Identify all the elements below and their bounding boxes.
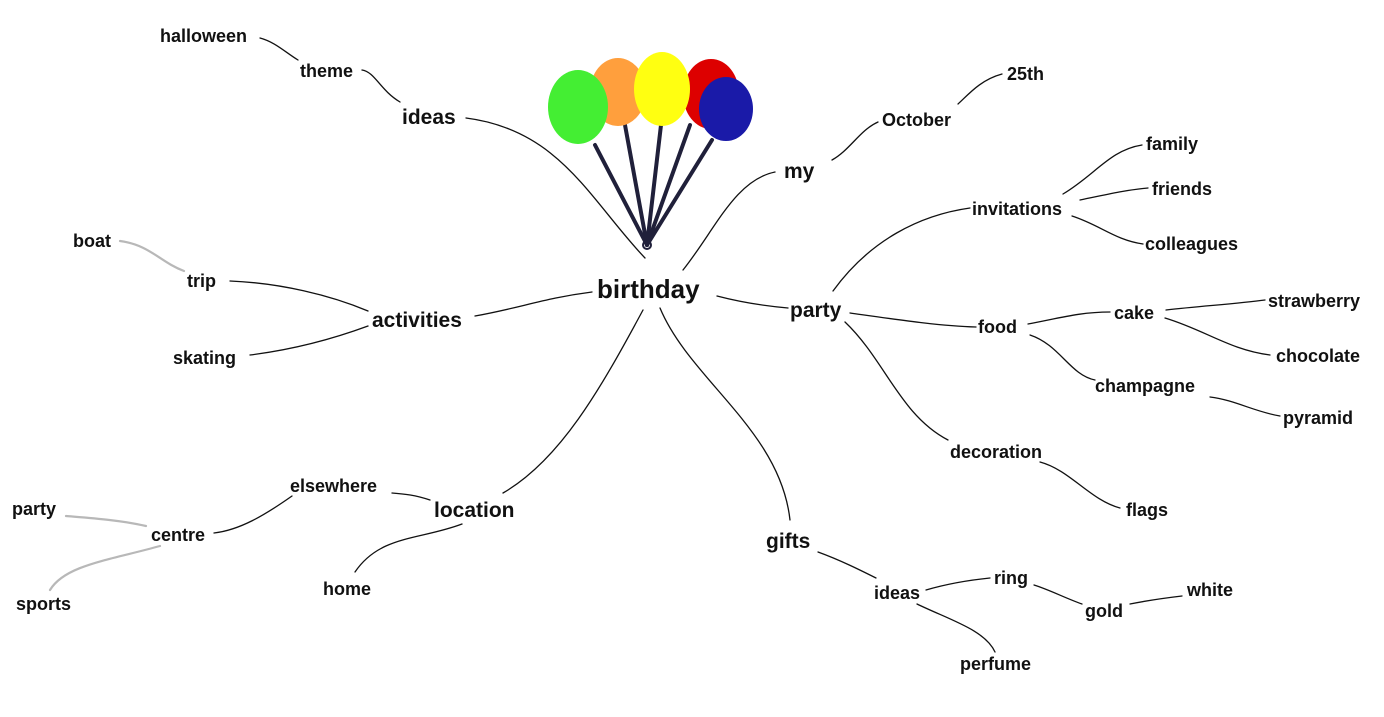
node-strawberry[interactable]: strawberry bbox=[1268, 291, 1360, 311]
edge-ideas-theme bbox=[361, 69, 401, 103]
edge-activities-skating bbox=[249, 325, 369, 356]
edge-ideas-ring bbox=[925, 577, 991, 591]
edge-birthday-location bbox=[502, 309, 644, 494]
edge-decoration-flags bbox=[1039, 461, 1121, 509]
edge-centre-sports bbox=[48, 544, 162, 592]
node-colleagues[interactable]: colleagues bbox=[1145, 234, 1238, 254]
edge-party-food bbox=[849, 312, 977, 328]
edge-october-25th bbox=[957, 73, 1003, 105]
edge-ring-gold bbox=[1033, 584, 1083, 605]
balloon-knot bbox=[642, 240, 652, 250]
balloon-string bbox=[593, 143, 649, 247]
node-gifts[interactable]: gifts bbox=[766, 530, 810, 553]
node-champagne[interactable]: champagne bbox=[1095, 376, 1195, 396]
balloon-string bbox=[645, 123, 663, 247]
node-skating[interactable]: skating bbox=[173, 348, 236, 368]
edge-my-october bbox=[831, 121, 879, 161]
balloon-string bbox=[645, 138, 714, 247]
node-friends[interactable]: friends bbox=[1152, 179, 1212, 199]
balloon-bunch-icon bbox=[548, 52, 753, 250]
blue-balloon bbox=[699, 77, 753, 141]
mind-map-nodes: birthday ideas theme halloween my Octobe… bbox=[12, 26, 1360, 674]
balloon-string bbox=[645, 123, 692, 247]
node-flags[interactable]: flags bbox=[1126, 500, 1168, 520]
node-home[interactable]: home bbox=[323, 579, 371, 599]
edge-invitations-friends bbox=[1079, 187, 1149, 201]
edge-birthday-gifts bbox=[659, 307, 791, 521]
node-decoration[interactable]: decoration bbox=[950, 442, 1042, 462]
node-invitations[interactable]: invitations bbox=[972, 199, 1062, 219]
edge-ideas-perfume bbox=[916, 603, 996, 653]
node-birthday[interactable]: birthday bbox=[597, 274, 700, 304]
edge-cake-strawberry bbox=[1165, 299, 1266, 311]
node-location[interactable]: location bbox=[434, 499, 515, 522]
edge-theme-halloween bbox=[259, 37, 299, 61]
edge-champagne-pyramid bbox=[1209, 396, 1281, 417]
node-ideas-gifts[interactable]: ideas bbox=[874, 583, 920, 603]
edge-food-champagne bbox=[1029, 334, 1096, 381]
node-ideas[interactable]: ideas bbox=[402, 106, 456, 129]
node-trip[interactable]: trip bbox=[187, 271, 216, 291]
node-25th[interactable]: 25th bbox=[1007, 64, 1044, 84]
node-family[interactable]: family bbox=[1146, 134, 1198, 154]
edge-food-cake bbox=[1027, 311, 1111, 325]
node-party[interactable]: party bbox=[790, 299, 842, 322]
green-balloon bbox=[548, 70, 608, 144]
edge-gold-white bbox=[1129, 595, 1183, 605]
node-party-centre[interactable]: party bbox=[12, 499, 56, 519]
node-theme[interactable]: theme bbox=[300, 61, 353, 81]
edge-party-invitations bbox=[832, 207, 971, 292]
node-sports[interactable]: sports bbox=[16, 594, 71, 614]
node-halloween[interactable]: halloween bbox=[160, 26, 247, 46]
edge-cake-chocolate bbox=[1164, 317, 1271, 356]
edge-location-home bbox=[354, 523, 463, 573]
edge-birthday-ideas bbox=[465, 117, 646, 259]
node-activities[interactable]: activities bbox=[372, 309, 462, 332]
node-gold[interactable]: gold bbox=[1085, 601, 1123, 621]
node-white[interactable]: white bbox=[1186, 580, 1233, 600]
balloon-string bbox=[623, 123, 649, 247]
node-october[interactable]: October bbox=[882, 110, 951, 130]
node-elsewhere[interactable]: elsewhere bbox=[290, 476, 377, 496]
edge-elsewhere-centre bbox=[213, 495, 293, 534]
edge-location-elsewhere bbox=[391, 492, 431, 501]
node-pyramid[interactable]: pyramid bbox=[1283, 408, 1353, 428]
node-my[interactable]: my bbox=[784, 160, 815, 183]
yellow-balloon bbox=[634, 52, 690, 126]
edge-birthday-party bbox=[716, 295, 789, 309]
node-centre[interactable]: centre bbox=[151, 525, 205, 545]
node-cake[interactable]: cake bbox=[1114, 303, 1154, 323]
node-food[interactable]: food bbox=[978, 317, 1017, 337]
mind-map-edges bbox=[48, 37, 1281, 653]
edge-invitations-family bbox=[1062, 144, 1143, 195]
edge-party-decoration bbox=[844, 321, 949, 441]
node-chocolate[interactable]: chocolate bbox=[1276, 346, 1360, 366]
edge-gifts-ideas bbox=[817, 551, 877, 579]
edge-centre-party bbox=[64, 514, 148, 528]
node-ring[interactable]: ring bbox=[994, 568, 1028, 588]
edge-activities-trip bbox=[229, 280, 369, 312]
edge-trip-boat bbox=[118, 239, 186, 273]
node-perfume[interactable]: perfume bbox=[960, 654, 1031, 674]
edge-birthday-my bbox=[682, 171, 776, 271]
edge-birthday-activities bbox=[474, 291, 593, 317]
edge-invitations-colleagues bbox=[1071, 215, 1144, 245]
node-boat[interactable]: boat bbox=[73, 231, 111, 251]
